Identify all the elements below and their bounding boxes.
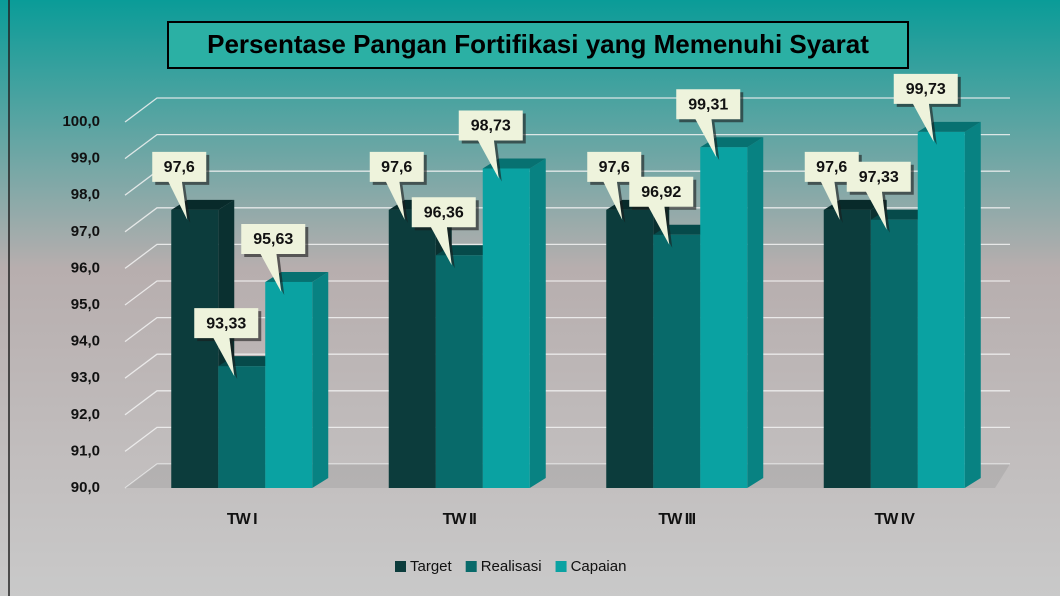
y-tick-label: 91,0 [71, 442, 100, 459]
y-tick-label: 100,0 [62, 113, 100, 130]
data-label-text: 97,6 [816, 159, 847, 176]
x-tick-label: TW III [658, 511, 695, 528]
legend-swatch [465, 561, 477, 572]
callout [629, 176, 694, 245]
data-label-text: 96,36 [424, 204, 464, 221]
data-label: 97,6 [152, 151, 210, 223]
data-label-text: 99,73 [906, 81, 946, 98]
bar-side [529, 158, 546, 488]
data-label-text: 93,33 [206, 315, 246, 332]
y-tick-label: 93,0 [71, 369, 100, 386]
callout [587, 151, 642, 220]
bar [482, 158, 546, 488]
bar-front [482, 168, 530, 488]
x-tick-label: TW IV [875, 511, 916, 528]
data-label-text: 97,6 [381, 159, 412, 176]
legend-label: Realisasi [481, 558, 542, 575]
bar-front [606, 209, 654, 488]
bar-front [265, 281, 313, 488]
callout [152, 151, 207, 220]
bar-front [435, 255, 483, 488]
data-label-text: 97,6 [164, 159, 195, 176]
bar-front [171, 209, 219, 488]
data-label: 97,6 [369, 151, 427, 223]
title-box [167, 21, 909, 69]
legend-label: Target [410, 558, 453, 575]
data-label-text: 96,92 [641, 184, 681, 201]
data-label: 96,92 [629, 176, 697, 248]
bar-front [388, 209, 436, 488]
chart-title: Persentase Pangan Fortifikasi yang Memen… [207, 29, 869, 59]
data-label-text: 97,6 [599, 159, 630, 176]
callout [411, 197, 476, 266]
bar-front [917, 131, 965, 488]
bar [265, 271, 329, 488]
y-tick-label: 96,0 [71, 259, 100, 276]
y-tick-label: 99,0 [71, 150, 100, 167]
data-label-text: 98,73 [471, 118, 511, 135]
data-label: 93,33 [194, 308, 262, 380]
callout [369, 151, 424, 220]
data-label: 96,36 [411, 197, 479, 269]
data-label: 99,73 [893, 73, 961, 145]
data-label-text: 95,63 [253, 231, 293, 248]
bar-front [870, 219, 918, 489]
bar-front [653, 234, 701, 488]
callout [458, 110, 523, 179]
floor [125, 464, 1010, 488]
data-label-text: 99,31 [688, 96, 728, 113]
data-label: 97,33 [846, 161, 914, 233]
data-label: 95,63 [241, 223, 309, 295]
callout [194, 308, 259, 377]
legend-label: Capaian [571, 558, 627, 575]
callout [804, 151, 859, 220]
y-tick-label: 92,0 [71, 406, 100, 423]
data-label: 97,6 [587, 151, 645, 223]
bar [917, 121, 981, 488]
bar [700, 137, 764, 488]
x-tick-label: TW I [227, 511, 257, 528]
data-label-text: 97,33 [859, 169, 899, 186]
y-tick-label: 94,0 [71, 333, 100, 350]
legend-swatch [555, 561, 567, 572]
x-tick-label: TW II [443, 511, 477, 528]
bar-front [218, 366, 266, 488]
bar-front [823, 209, 871, 488]
y-tick-label: 95,0 [71, 296, 100, 313]
y-tick-label: 90,0 [71, 479, 100, 496]
y-tick-label: 97,0 [71, 223, 100, 240]
callout [893, 73, 958, 142]
grid-line [124, 133, 1010, 160]
y-tick-label: 98,0 [71, 186, 100, 203]
data-label: 99,31 [676, 89, 744, 161]
callout [676, 89, 741, 158]
legend-swatch [395, 561, 406, 572]
bar-front [700, 147, 748, 488]
bar-side [747, 137, 764, 488]
bar-side [312, 271, 329, 488]
bar-side [964, 121, 981, 488]
data-label: 98,73 [458, 110, 526, 182]
callout [846, 161, 911, 230]
callout [241, 223, 306, 292]
bar [171, 199, 235, 488]
